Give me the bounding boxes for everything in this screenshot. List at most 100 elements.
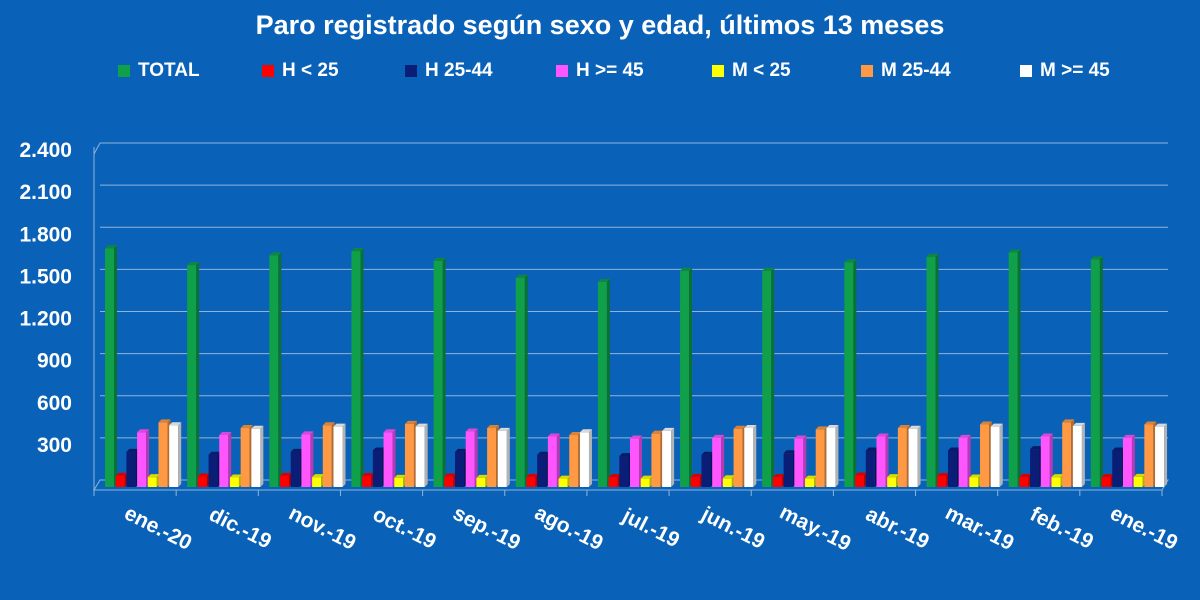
- bar: [465, 428, 478, 487]
- legend-label: H 25-44: [425, 60, 493, 81]
- bar: [844, 259, 857, 487]
- legend-label: H >= 45: [576, 60, 644, 81]
- bar: [701, 451, 714, 487]
- bar: [1101, 474, 1114, 487]
- bar: [187, 262, 200, 487]
- bar: [722, 475, 735, 487]
- bar: [1019, 473, 1032, 487]
- x-tick-label: abr.-19: [862, 503, 933, 554]
- bar: [1062, 419, 1075, 487]
- y-tick-label: 2.100: [19, 181, 72, 204]
- x-tick-label: feb.-19: [1026, 503, 1097, 554]
- bar: [158, 419, 171, 487]
- bar: [547, 433, 560, 487]
- bar: [1008, 249, 1021, 487]
- bar: [537, 451, 550, 487]
- bar: [597, 278, 610, 487]
- bar: [444, 473, 457, 487]
- bar: [1122, 434, 1135, 487]
- bar: [608, 474, 621, 487]
- bar: [558, 475, 571, 487]
- x-tick-label: sep.-19: [449, 502, 524, 555]
- bar: [805, 475, 818, 487]
- bar: [219, 432, 232, 487]
- bar: [487, 425, 500, 487]
- legend-item: H < 25: [262, 60, 339, 82]
- y-tick-label: 900: [37, 350, 72, 373]
- x-tick-label: mar.-19: [942, 501, 1018, 555]
- x-tick-label: nov.-19: [285, 502, 360, 555]
- bar: [105, 245, 117, 487]
- bar: [876, 433, 889, 487]
- legend-item: M < 25: [712, 60, 791, 82]
- x-tick-label: oct.-19: [369, 503, 440, 554]
- bar: [515, 274, 528, 487]
- bar: [969, 474, 982, 487]
- legend-label: M 25-44: [881, 60, 951, 81]
- bar: [208, 451, 221, 487]
- bar: [630, 435, 643, 487]
- bar: [197, 473, 210, 487]
- bar: [958, 434, 971, 487]
- bar: [783, 450, 796, 487]
- x-tick-label: ene.-19: [1106, 502, 1181, 555]
- legend-item: TOTAL: [118, 60, 200, 82]
- bar: [137, 429, 150, 487]
- bar: [772, 474, 785, 487]
- bar: [651, 430, 664, 487]
- bar: [1090, 256, 1103, 487]
- bar: [947, 447, 960, 487]
- legend-swatch: [262, 65, 274, 77]
- axis-edge: [93, 142, 101, 155]
- bar: [115, 472, 128, 487]
- bar: [251, 425, 264, 487]
- bar: [1112, 447, 1125, 487]
- bar: [433, 257, 446, 487]
- legend-item: M 25-44: [861, 60, 951, 82]
- bar: [690, 473, 703, 487]
- y-tick-label: 600: [37, 392, 72, 415]
- bar: [322, 422, 335, 487]
- bar: [908, 425, 921, 487]
- bar: [1155, 423, 1168, 487]
- y-tick-label: 1.800: [19, 223, 72, 246]
- y-tick-label: 1.200: [19, 308, 72, 331]
- bar: [815, 426, 828, 487]
- legend-item: H >= 45: [556, 60, 644, 82]
- bar: [290, 448, 303, 487]
- bar: [229, 474, 242, 487]
- chart-title: Paro registrado según sexo y edad, últim…: [255, 10, 945, 40]
- legend-swatch: [1020, 65, 1032, 77]
- bar: [301, 431, 314, 487]
- legend-label: M < 25: [732, 60, 791, 81]
- bar: [865, 447, 878, 487]
- bar: [362, 473, 375, 487]
- bar: [794, 435, 807, 487]
- x-tick-label: may.-19: [776, 501, 855, 556]
- bar: [937, 473, 950, 487]
- bar: [926, 253, 939, 487]
- bar: [333, 423, 346, 487]
- bar: [269, 252, 282, 487]
- bar: [662, 427, 675, 487]
- bar: [147, 474, 160, 487]
- legend-swatch: [556, 65, 568, 77]
- bar: [1030, 446, 1043, 487]
- bar: [497, 427, 510, 487]
- bar: [1144, 421, 1157, 487]
- legend-swatch: [712, 65, 724, 77]
- legend-swatch: [861, 65, 873, 77]
- bar: [640, 475, 653, 487]
- bar: [762, 267, 775, 487]
- bar: [415, 423, 428, 487]
- bar: [1072, 422, 1085, 487]
- bar: [455, 448, 468, 487]
- bar: [240, 425, 253, 487]
- bar: [569, 432, 582, 487]
- x-tick-label: ago.-19: [531, 501, 607, 555]
- bar: [404, 420, 417, 487]
- x-tick-label: jun.-19: [697, 502, 769, 554]
- legend-item: H 25-44: [405, 60, 493, 82]
- bar: [383, 429, 396, 487]
- chart-legend: TOTAL H < 25 H 25-44 H >= 45 M < 25 M 25-44 M …: [0, 60, 1200, 90]
